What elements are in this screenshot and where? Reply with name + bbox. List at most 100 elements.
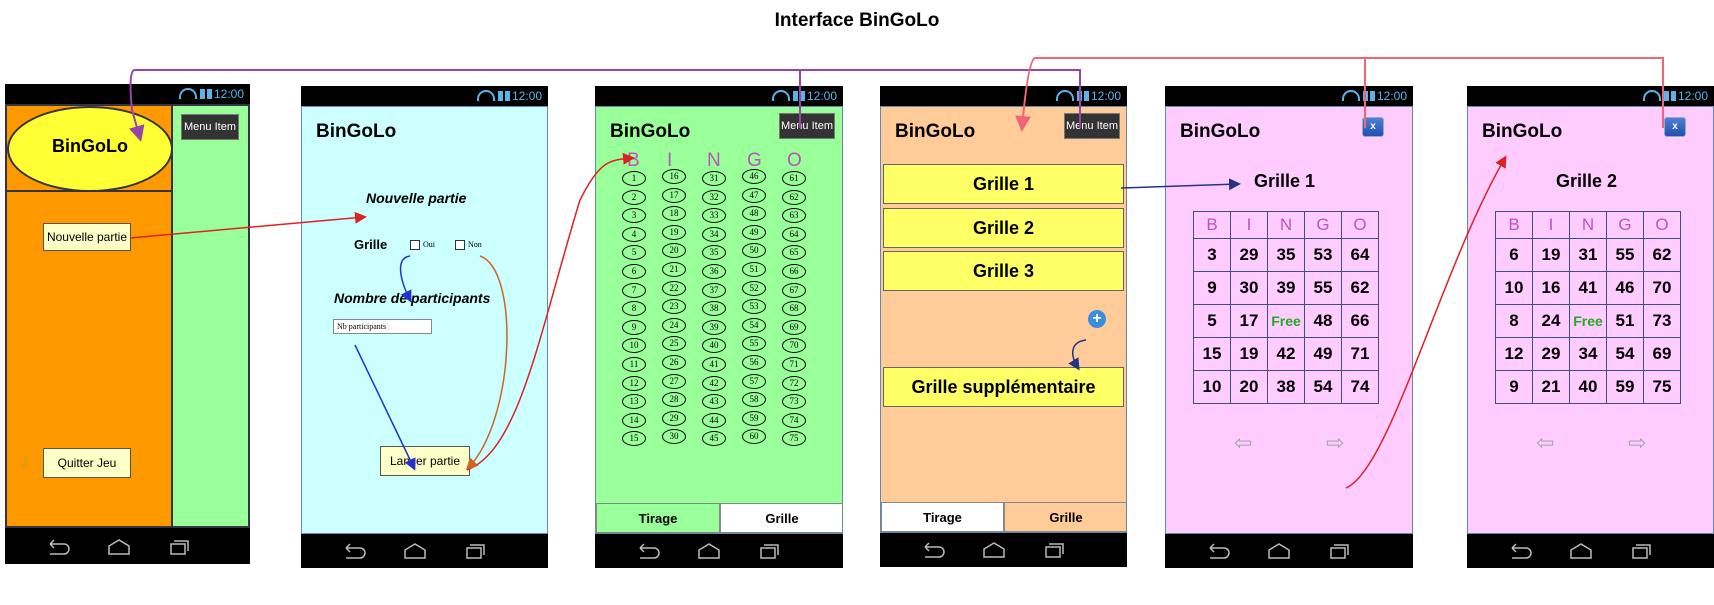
card-cell[interactable]: 75: [1643, 370, 1681, 404]
card-cell[interactable]: 55: [1606, 238, 1644, 272]
card-cell[interactable]: 73: [1643, 304, 1681, 338]
phone-screen-grid-2: 12:00 BinGoLo x Grille 2 B I N G O 6 19 31 55 62 1…: [1467, 86, 1714, 568]
card-cell[interactable]: 9: [1193, 271, 1231, 305]
card-cell[interactable]: 5: [1193, 304, 1231, 338]
status-time: 12:00: [806, 89, 837, 103]
card-cell[interactable]: 46: [1606, 271, 1644, 305]
card-cell[interactable]: 54: [1606, 337, 1644, 371]
card-cell[interactable]: 48: [1304, 304, 1342, 338]
card-cell[interactable]: 53: [1304, 238, 1342, 272]
new-game-screen-body: BinGoLo Nouvelle partie Grille Oui Non N…: [301, 106, 548, 534]
card-cell[interactable]: 49: [1304, 337, 1342, 371]
launch-game-button[interactable]: Lancer partie: [380, 446, 470, 476]
yes-checkbox[interactable]: [410, 240, 420, 251]
card-cell[interactable]: 54: [1304, 370, 1342, 404]
card-cell[interactable]: 24: [1532, 304, 1570, 338]
card-cell[interactable]: 71: [1341, 337, 1379, 371]
card-cell[interactable]: 15: [1193, 337, 1231, 371]
card-cell[interactable]: 31: [1569, 238, 1607, 272]
grid-1-button[interactable]: Grille 1: [883, 164, 1124, 204]
status-bar: 12:00: [167, 84, 250, 104]
card-cell[interactable]: 34: [1569, 337, 1607, 371]
card-cell[interactable]: 9: [1495, 370, 1533, 404]
card-cell[interactable]: 19: [1532, 238, 1570, 272]
plus-circle-icon[interactable]: +: [1088, 310, 1106, 328]
android-nav-bar: [1165, 534, 1413, 568]
draw-screen-body: BinGoLo Menu Item B I N G O 1 2 3 4 5 6 7 8 9 10 11 12 13…: [595, 106, 843, 534]
grid-2-button[interactable]: Grille 2: [883, 208, 1124, 248]
arrow-left-icon[interactable]: ⇦: [1234, 430, 1253, 455]
drawn-number-ball: 55: [742, 336, 766, 352]
card-cell[interactable]: 69: [1643, 337, 1681, 371]
grid-2-screen-body: BinGoLo x Grille 2 B I N G O 6 19 31 55 62 10 16 41 4…: [1467, 106, 1714, 534]
card-cell[interactable]: 6: [1495, 238, 1533, 272]
card-cell[interactable]: 29: [1230, 238, 1268, 272]
close-button[interactable]: x: [1362, 117, 1384, 137]
card-cell[interactable]: 12: [1495, 337, 1533, 371]
close-button[interactable]: x: [1664, 117, 1686, 137]
menu-item-button[interactable]: Menu Item: [181, 114, 239, 140]
card-cell[interactable]: 30: [1230, 271, 1268, 305]
new-game-button[interactable]: Nouvelle partie: [43, 223, 131, 251]
card-cell[interactable]: 20: [1230, 370, 1268, 404]
drawn-number-ball: 13: [622, 394, 646, 410]
arrow-left-icon[interactable]: ⇦: [1536, 430, 1555, 455]
card-cell[interactable]: 19: [1230, 337, 1268, 371]
card-cell[interactable]: 10: [1193, 370, 1231, 404]
extra-grid-button[interactable]: Grille supplémentaire: [883, 367, 1124, 407]
quit-game-button[interactable]: Quitter Jeu: [43, 448, 131, 478]
card-cell[interactable]: 42: [1267, 337, 1305, 371]
card-cell[interactable]: 64: [1341, 238, 1379, 272]
drawn-number-ball: 29: [662, 410, 686, 426]
card-cell[interactable]: 70: [1643, 271, 1681, 305]
card-cell[interactable]: 8: [1495, 304, 1533, 338]
drawn-number-ball: 34: [702, 226, 726, 242]
no-checkbox[interactable]: [455, 240, 465, 251]
card-cell[interactable]: 3: [1193, 238, 1231, 272]
arrow-right-icon[interactable]: ⇨: [1326, 430, 1345, 455]
card-cell[interactable]: 40: [1569, 370, 1607, 404]
card-cell[interactable]: 66: [1341, 304, 1379, 338]
card-cell[interactable]: 51: [1606, 304, 1644, 338]
tab-draw[interactable]: Tirage: [596, 503, 720, 533]
card-cell[interactable]: Free: [1267, 304, 1305, 338]
drawn-number-ball: 60: [742, 429, 766, 445]
drawn-number-ball: 68: [782, 301, 806, 317]
drawn-number-ball: 31: [702, 171, 726, 186]
arrow-right-icon[interactable]: ⇨: [1628, 430, 1647, 455]
drawn-number-ball: 25: [662, 336, 686, 352]
card-cell[interactable]: Free: [1569, 304, 1607, 338]
card-cell[interactable]: 62: [1341, 271, 1379, 305]
card-cell[interactable]: 21: [1532, 370, 1570, 404]
no-label: Non: [468, 240, 482, 249]
drawn-number-ball: 74: [782, 412, 806, 428]
card-cell[interactable]: 39: [1267, 271, 1305, 305]
menu-item-button[interactable]: Menu Item: [1064, 113, 1120, 139]
card-cell[interactable]: 17: [1230, 304, 1268, 338]
participants-input[interactable]: Nb participants: [333, 319, 432, 334]
grid-3-button[interactable]: Grille 3: [883, 251, 1124, 291]
battery-icon: [1369, 91, 1375, 101]
status-time: 12:00: [1376, 89, 1407, 103]
yes-option[interactable]: Oui: [410, 240, 435, 251]
card-cell[interactable]: 74: [1341, 370, 1379, 404]
card-letter: I: [1230, 211, 1268, 239]
tab-draw[interactable]: Tirage: [881, 502, 1004, 532]
tab-grid[interactable]: Grille: [1004, 502, 1126, 532]
tab-grid[interactable]: Grille: [720, 503, 842, 533]
status-bar: 12:00: [1165, 86, 1413, 106]
card-cell[interactable]: 62: [1643, 238, 1681, 272]
card-cell[interactable]: 35: [1267, 238, 1305, 272]
no-option[interactable]: Non: [455, 240, 482, 251]
card-cell[interactable]: 38: [1267, 370, 1305, 404]
card-cell[interactable]: 16: [1532, 271, 1570, 305]
card-cell[interactable]: 59: [1606, 370, 1644, 404]
card-cell[interactable]: 55: [1304, 271, 1342, 305]
battery-icon: [799, 91, 805, 101]
card-cell[interactable]: 10: [1495, 271, 1533, 305]
card-cell[interactable]: 29: [1532, 337, 1570, 371]
card-cell[interactable]: 41: [1569, 271, 1607, 305]
drawn-number-ball: 58: [742, 392, 766, 408]
home-screen-body: Menu Item BinGoLo Nouvelle partie ⚷ Quit…: [5, 104, 250, 528]
status-bar: 12:00: [301, 86, 548, 106]
